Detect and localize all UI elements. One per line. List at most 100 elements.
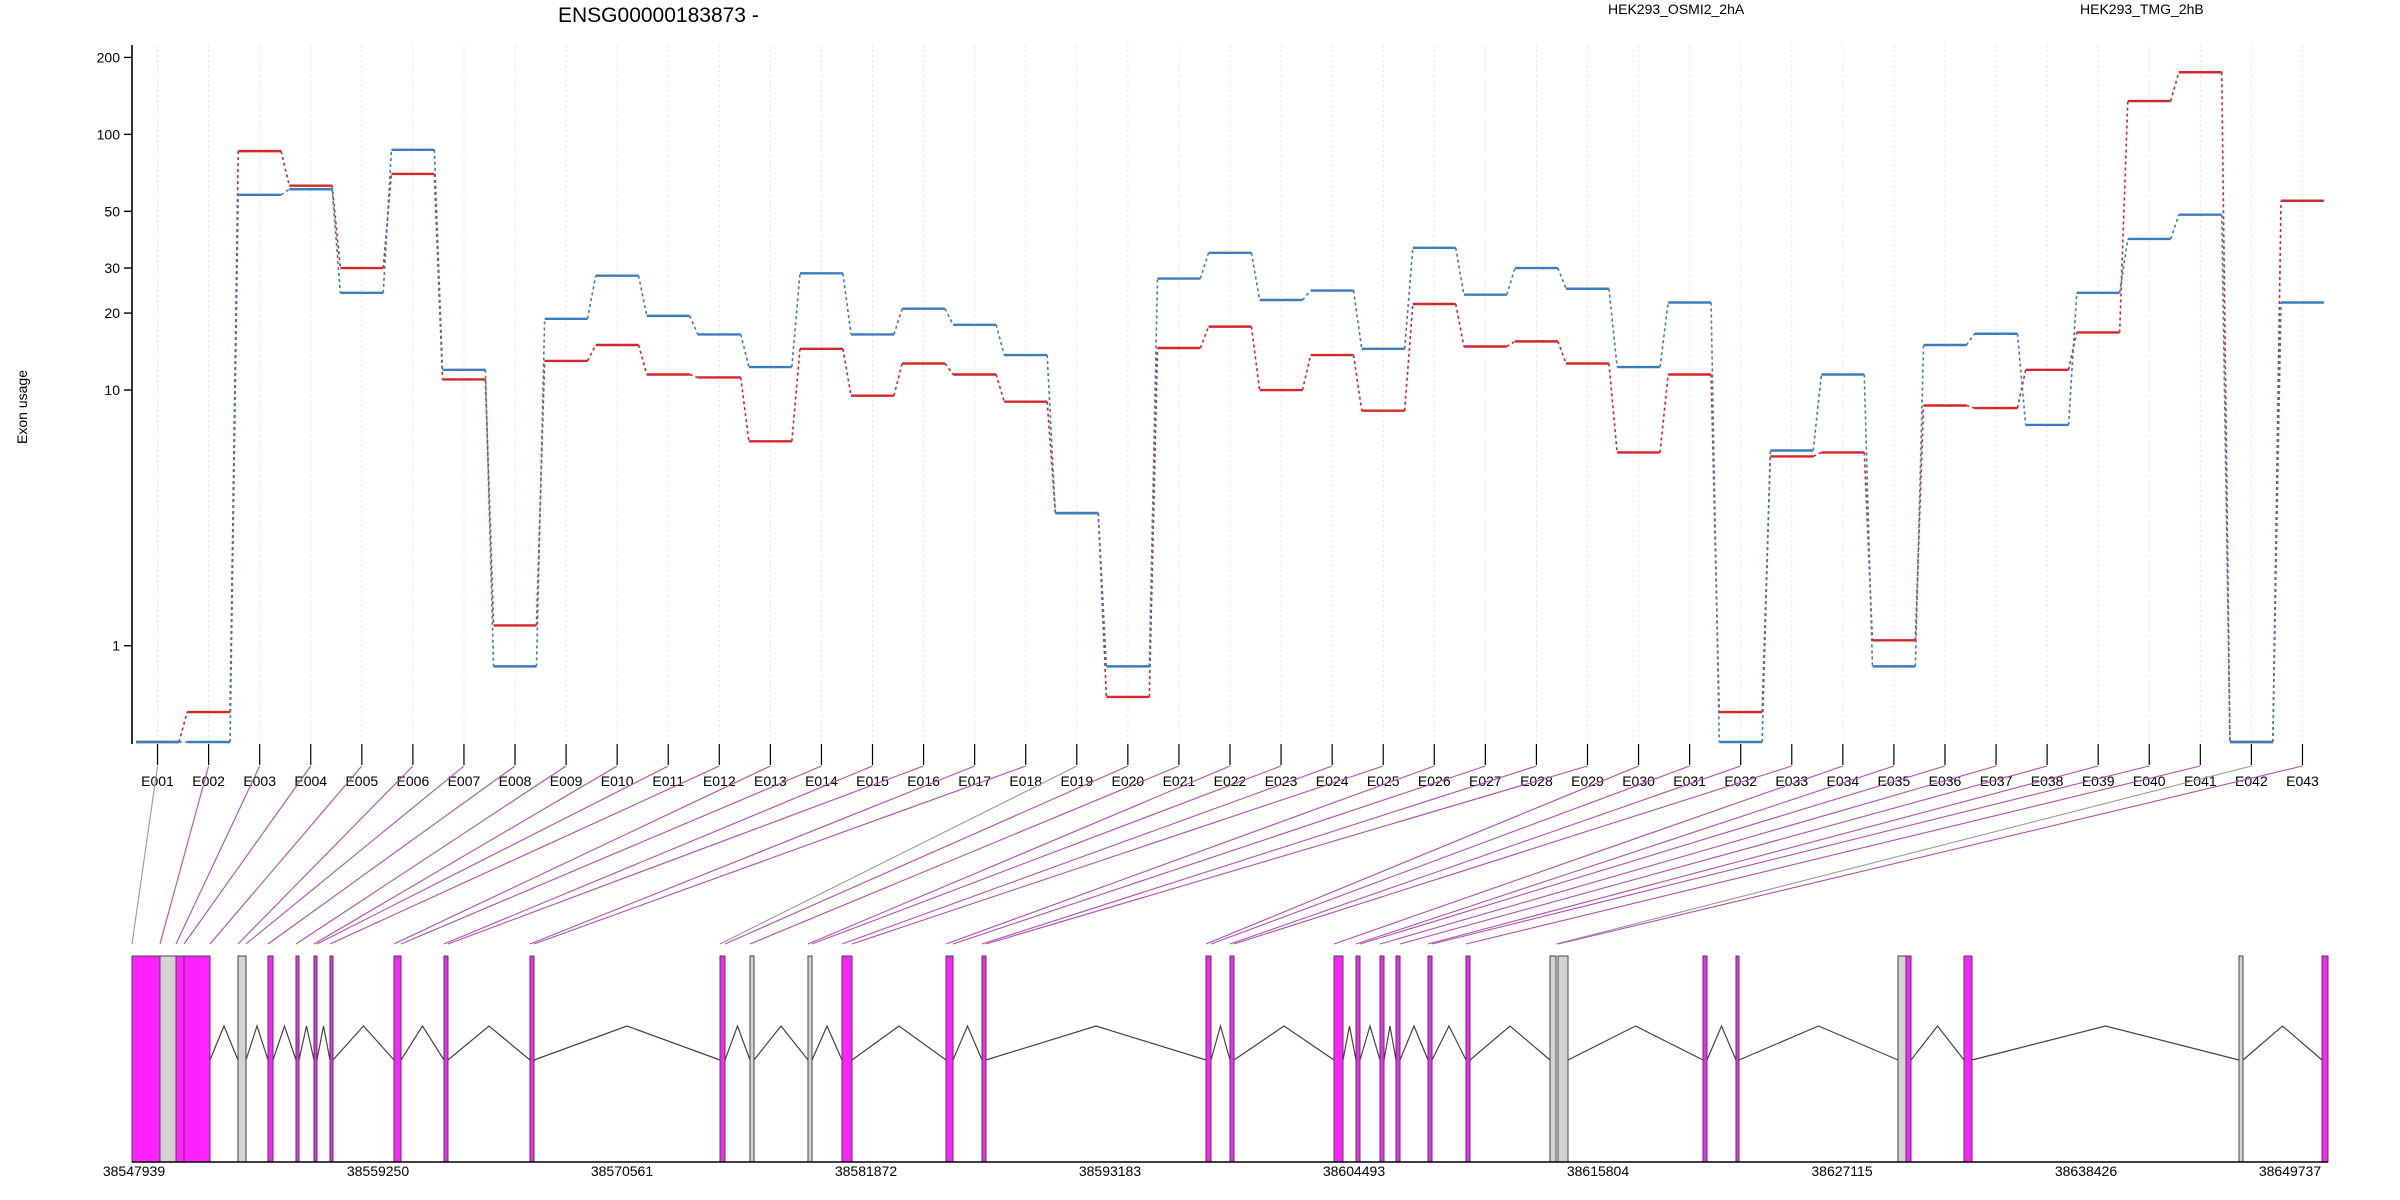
exon-block xyxy=(313,955,318,1163)
y-tick-label: 20 xyxy=(104,305,120,321)
exon-block xyxy=(131,955,161,1163)
coordinate-label: 38559250 xyxy=(347,1163,410,1179)
x-tick-label: E025 xyxy=(1367,773,1400,789)
exon-connector xyxy=(313,765,618,945)
x-tick-label: E037 xyxy=(1980,773,2013,789)
series-1-connector xyxy=(1608,363,1618,453)
x-tick-label: E034 xyxy=(1826,773,1859,789)
exon-block xyxy=(1355,955,1361,1163)
exon-block xyxy=(529,955,535,1163)
exon-block xyxy=(1427,955,1433,1163)
exon-connector xyxy=(851,765,1384,945)
intron-line xyxy=(1210,1023,1231,1061)
exon-block xyxy=(1229,955,1235,1163)
exon-block xyxy=(175,955,185,1163)
series-1-connector xyxy=(2118,101,2129,333)
intron-line xyxy=(209,1024,239,1061)
series-2-connector xyxy=(1097,513,1108,667)
exon-connector xyxy=(1333,765,1844,945)
x-tick-label: E005 xyxy=(345,773,378,789)
exon-connector xyxy=(295,765,567,945)
series-2-connector xyxy=(1199,252,1210,279)
x-tick-label: E007 xyxy=(448,773,481,789)
intron-line xyxy=(272,1024,297,1061)
series-2-connector xyxy=(2220,214,2231,743)
intron-line xyxy=(533,1025,721,1061)
x-tick-label: E020 xyxy=(1112,773,1145,789)
y-tick-label: 1 xyxy=(112,638,120,654)
y-axis-ticks: 1 10 20 30 50 100 200 xyxy=(97,49,132,654)
x-tick-label: E016 xyxy=(907,773,940,789)
exon-block xyxy=(159,955,177,1163)
exon-connector xyxy=(529,765,975,945)
intron-line xyxy=(1233,1025,1335,1061)
y-tick-label: 200 xyxy=(97,49,121,65)
series-1-connector xyxy=(280,150,291,186)
exon-block xyxy=(1897,955,1907,1163)
exon-connector xyxy=(1557,765,2303,945)
series-2-connector xyxy=(2067,292,2078,426)
series-2-connector xyxy=(1965,333,1976,346)
intron-line xyxy=(724,1024,751,1061)
intron-line xyxy=(985,1025,1207,1061)
series-2-connector xyxy=(1761,450,1772,743)
intron-line xyxy=(1706,1024,1737,1061)
x-tick-label: E017 xyxy=(958,773,991,789)
exon-connector xyxy=(1229,765,1741,945)
series-2-connector xyxy=(280,188,290,196)
exon-connector xyxy=(175,765,261,945)
x-tick-label: E043 xyxy=(2286,773,2319,789)
series-1-connector xyxy=(2169,72,2180,102)
exon-connector xyxy=(1205,765,1639,945)
x-tick-label: E018 xyxy=(1009,773,1042,789)
exon-block xyxy=(183,955,211,1163)
intron-line xyxy=(753,1025,809,1061)
exon-connector xyxy=(724,765,1129,945)
exon-connector xyxy=(719,765,1078,945)
exon-block xyxy=(749,955,755,1163)
series-2-connector xyxy=(433,149,444,370)
x-tick-label: E022 xyxy=(1214,773,1247,789)
exon-connector xyxy=(400,765,822,945)
series-2-connector xyxy=(2016,333,2027,426)
exon-block xyxy=(237,955,247,1163)
exon-connector xyxy=(1379,765,1997,945)
exon-connector-lines xyxy=(131,765,2303,945)
exon-block xyxy=(1395,955,1401,1163)
exon-connector xyxy=(1355,765,1895,945)
x-tick-label: E008 xyxy=(499,773,532,789)
x-tick-label: E021 xyxy=(1163,773,1196,789)
exon-block xyxy=(1379,955,1385,1163)
coordinate-label: 38627115 xyxy=(1811,1163,1872,1179)
series-1-connector xyxy=(1352,354,1363,411)
coordinate-label: 38604493 xyxy=(1323,1163,1386,1179)
intron-line xyxy=(1910,1025,1965,1061)
exon-connector xyxy=(985,765,1588,945)
y-tick-label: 10 xyxy=(104,382,120,398)
x-tick-label: E004 xyxy=(294,773,327,789)
exon-connector xyxy=(1399,765,2048,945)
coordinate-label: 38570561 xyxy=(591,1163,654,1179)
exon-block xyxy=(1735,955,1740,1163)
series-1-connector xyxy=(739,377,750,442)
exon-connector xyxy=(237,765,414,945)
intron-line xyxy=(1383,1025,1397,1061)
intron-line xyxy=(316,1025,331,1061)
series-2-connector xyxy=(739,334,750,368)
x-tick-label: E009 xyxy=(550,773,583,789)
x-tick-label: E026 xyxy=(1418,773,1451,789)
series-1-connector xyxy=(1403,303,1414,411)
intron-line xyxy=(245,1024,269,1061)
vertical-grid xyxy=(157,45,2303,744)
x-tick-label: E040 xyxy=(2133,773,2166,789)
exon-block xyxy=(981,955,987,1163)
exon-connector xyxy=(183,765,312,945)
exon-connector xyxy=(393,765,771,945)
series-2-connector xyxy=(688,315,699,335)
x-tick-label: E014 xyxy=(805,773,838,789)
exon-block xyxy=(1549,955,1557,1163)
coordinate-label: 38547939 xyxy=(103,1163,166,1179)
series-2-connector xyxy=(1557,267,1567,290)
exon-connector xyxy=(209,765,363,945)
series-2-connector xyxy=(1046,355,1057,514)
